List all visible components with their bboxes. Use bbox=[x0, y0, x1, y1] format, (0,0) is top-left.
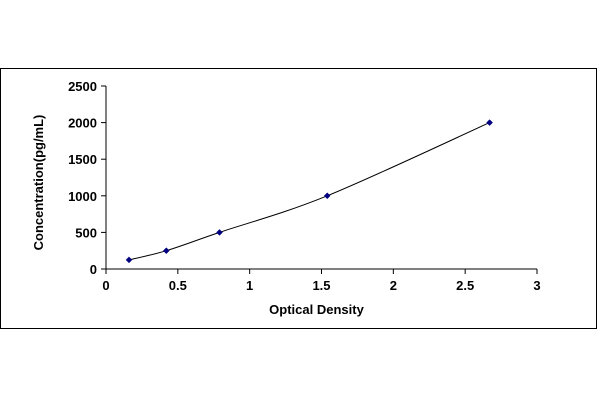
data-point bbox=[162, 247, 170, 255]
x-tick-label: 0.5 bbox=[169, 278, 187, 293]
fitted-curve-layer bbox=[128, 122, 490, 261]
data-points-layer bbox=[125, 119, 493, 264]
standard-curve-chart: 0 0.5 1 1.5 2 2.5 3 0 500 1000 1500 2000 2500 Optical… bbox=[31, 79, 541, 317]
y-tick-label: 0 bbox=[90, 262, 97, 277]
axes bbox=[101, 85, 538, 274]
data-point bbox=[216, 229, 223, 236]
x-tick-label: 2 bbox=[390, 278, 397, 293]
y-axis-title: Concentration(pg/mL) bbox=[31, 115, 46, 251]
data-point bbox=[323, 192, 331, 200]
y-tick-label: 2000 bbox=[68, 116, 97, 131]
x-tick-label: 2.5 bbox=[456, 278, 474, 293]
data-point bbox=[125, 256, 133, 264]
chart-frame: 0 0.5 1 1.5 2 2.5 3 0 500 1000 1500 2000 2500 Optical… bbox=[0, 68, 597, 329]
y-tick-label: 2500 bbox=[68, 79, 97, 94]
x-tick-label: 1 bbox=[246, 278, 253, 293]
fitted-curve-line bbox=[128, 122, 490, 261]
y-tick-label: 1000 bbox=[68, 189, 97, 204]
x-tick-label: 0 bbox=[102, 278, 109, 293]
y-tick-label: 1500 bbox=[68, 152, 97, 167]
x-axis-title: Optical Density bbox=[269, 302, 364, 317]
x-tick-label: 3 bbox=[533, 278, 540, 293]
data-point bbox=[486, 119, 493, 126]
y-tick-label: 500 bbox=[75, 225, 97, 240]
axis-labels-layer: 0 0.5 1 1.5 2 2.5 3 0 500 1000 1500 2000 2500 Optical… bbox=[31, 79, 541, 317]
x-tick-label: 1.5 bbox=[312, 278, 330, 293]
